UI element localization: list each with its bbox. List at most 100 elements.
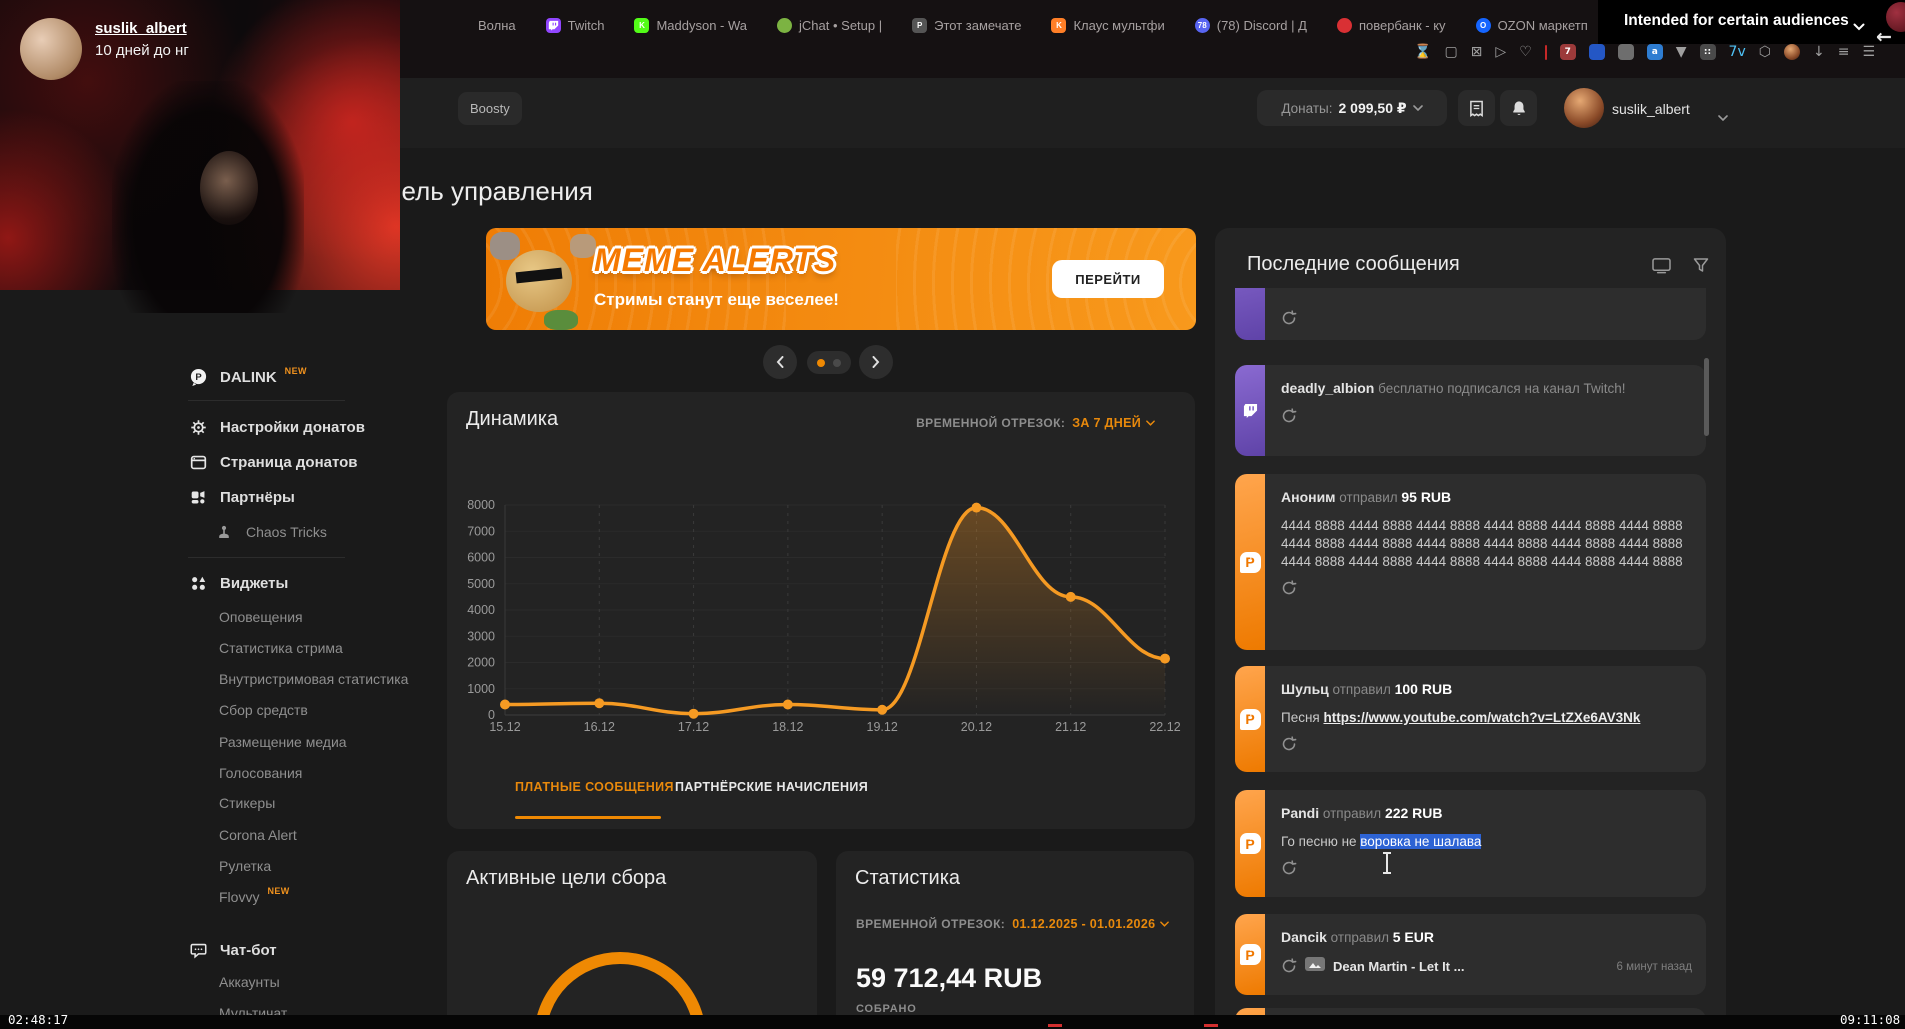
- sidebar-item-партнёры[interactable]: Партнёры: [188, 486, 295, 508]
- recorder-extension-icon[interactable]: ::: [1699, 44, 1716, 60]
- avatar[interactable]: [1564, 88, 1604, 128]
- meme-collage: [486, 228, 606, 330]
- donatepay-logo-icon: P!: [1239, 833, 1261, 854]
- donates-value: 2 099,50 ₽: [1338, 99, 1407, 116]
- period-label: ВРЕМЕННОЙ ОТРЕЗОК:: [916, 416, 1066, 430]
- sidebar-item-чат-бот[interactable]: Чат-бот: [188, 939, 277, 961]
- bookmark-favicon: [1336, 18, 1352, 33]
- sidebar-item-статистика-стрима[interactable]: Статистика стрима: [219, 637, 343, 659]
- notifications-button[interactable]: [1500, 90, 1537, 126]
- puzzle-icon[interactable]: ⬡: [1758, 44, 1771, 60]
- sidebar-item-label: Размещение медиа: [219, 734, 347, 750]
- privacy-shield-icon[interactable]: [1617, 44, 1634, 60]
- bookmark-клаус-мультфи[interactable]: K Клаус мультфи: [1051, 18, 1165, 33]
- downloads-icon[interactable]: ↓: [1812, 44, 1825, 60]
- sidebar-item-corona-alert[interactable]: Corona Alert: [219, 824, 297, 846]
- tune-icon[interactable]: ≡: [1837, 44, 1850, 60]
- stream-extension-icon[interactable]: 7v: [1728, 44, 1746, 60]
- refresh-icon[interactable]: [1281, 958, 1297, 974]
- carousel-next-button[interactable]: [859, 345, 893, 379]
- receipts-button[interactable]: [1458, 90, 1495, 126]
- svg-text:20.12: 20.12: [961, 720, 992, 734]
- message-media-row: Dean Martin - Let It ...: [1281, 956, 1690, 976]
- bookmark-jchat-setup[interactable]: jChat • Setup |: [777, 18, 882, 33]
- message-text: 4444 8888 4444 8888 4444 8888 4444 8888 …: [1281, 517, 1683, 569]
- sidebar-item-внутристримовая-статистика[interactable]: Внутристримовая статистика: [219, 668, 408, 690]
- period-value-dropdown[interactable]: 01.12.2025 - 01.01.2026: [1012, 917, 1170, 931]
- carousel-dot-active[interactable]: [817, 358, 825, 367]
- filter-icon[interactable]: [1693, 257, 1709, 278]
- bookmark-label: повербанк - ку: [1358, 18, 1446, 33]
- bookmark-78-discord-д[interactable]: 78 (78) Discord | Д: [1194, 18, 1307, 33]
- hourglass-icon[interactable]: ⌛: [1414, 44, 1432, 60]
- close-box-icon[interactable]: ⊠: [1470, 44, 1483, 60]
- translator-icon[interactable]: a: [1646, 44, 1663, 60]
- tab-partner-accruals[interactable]: ПАРТНЁРСКИЕ НАЧИСЛЕНИЯ: [675, 780, 869, 794]
- bookmark-повербанк-ку[interactable]: повербанк - ку: [1336, 18, 1446, 33]
- sidebar-item-dalink[interactable]: P DALINK NEW: [188, 366, 307, 388]
- carousel-dot[interactable]: [833, 358, 841, 367]
- sidebar-item-настройки-донатов[interactable]: Настройки донатов: [188, 416, 365, 438]
- message-amount: 5 EUR: [1392, 929, 1434, 945]
- bookmark-maddyson-wa[interactable]: K Maddyson - Wa: [634, 18, 747, 33]
- bookmark-twitch[interactable]: Twitch: [545, 18, 604, 33]
- bookmark-favicon: P: [912, 18, 928, 33]
- filter-extension-icon[interactable]: ▼: [1675, 44, 1687, 60]
- sidebar-item-виджеты[interactable]: Виджеты: [188, 572, 288, 594]
- collected-amount: 59 712,44 RUB: [856, 963, 1043, 993]
- sidebar-item-оповещения[interactable]: Оповещения: [219, 606, 303, 628]
- bookmark-этот-замечате[interactable]: P Этот замечате: [912, 18, 1021, 33]
- screenshot-frame-icon[interactable]: ▢: [1444, 44, 1458, 60]
- sidebar-item-flovvy[interactable]: Flovvy NEW: [219, 886, 290, 908]
- adblock-icon[interactable]: 7: [1559, 44, 1576, 60]
- svg-text:15.12: 15.12: [489, 720, 520, 734]
- message-card: P! 6 минут назад Dancik отправил 5 EUR Dean…: [1235, 914, 1706, 995]
- message-body: Pandi отправил 222 RUB Го песню не воровк…: [1281, 790, 1706, 891]
- header-username[interactable]: suslik_albert: [1612, 101, 1690, 117]
- play-icon[interactable]: ▷: [1495, 44, 1507, 60]
- chevron-down-icon[interactable]: [1853, 18, 1865, 36]
- recent-messages-panel: Последние сообщения deadly_albion беспла…: [1215, 228, 1726, 1029]
- meme-alerts-banner: MEME ALERTS Стримы станут еще веселее! П…: [486, 228, 1196, 330]
- back-arrow-icon[interactable]: ←: [1876, 26, 1892, 48]
- bookmark-label: Клаус мультфи: [1073, 18, 1165, 33]
- message-header: Dancik отправил 5 EUR: [1281, 929, 1434, 945]
- message-link[interactable]: https://www.youtube.com/watch?v=LtZXe6AV…: [1323, 709, 1641, 725]
- refresh-icon[interactable]: [1281, 580, 1297, 596]
- profile-avatar-icon[interactable]: [1783, 44, 1800, 60]
- sidebar-item-chaos-tricks[interactable]: Chaos Tricks: [214, 521, 327, 543]
- refresh-icon[interactable]: [1281, 860, 1297, 876]
- donates-dropdown[interactable]: Донаты: 2 099,50 ₽: [1257, 90, 1447, 126]
- carousel-prev-button[interactable]: [763, 345, 797, 379]
- menu-icon[interactable]: ☰: [1862, 44, 1875, 60]
- donatepay-logo-icon: P!: [1239, 944, 1261, 965]
- sidebar-item-размещение-медиа[interactable]: Размещение медиа: [219, 731, 347, 753]
- popout-monitor-icon[interactable]: [1652, 257, 1671, 279]
- bookmark-волна[interactable]: Волна: [478, 18, 516, 33]
- sidebar-item-голосования[interactable]: Голосования: [219, 762, 302, 784]
- dynamics-chart: 0 1000 2000 3000 4000 5000 6000 7000 8000 15.12 16…: [447, 478, 1195, 743]
- bookmark-ozon-маркетп[interactable]: O OZON маркетп: [1475, 18, 1588, 33]
- sidebar-item-страница-донатов[interactable]: Страница донатов: [188, 451, 358, 473]
- vpn-extension-icon[interactable]: [1588, 44, 1605, 60]
- sidebar-item-стикеры[interactable]: Стикеры: [219, 792, 275, 814]
- boosty-tab[interactable]: Boosty: [458, 92, 522, 125]
- refresh-icon[interactable]: [1281, 310, 1297, 326]
- sidebar-item-рулетка[interactable]: Рулетка: [219, 855, 271, 877]
- banner-go-button[interactable]: ПЕРЕЙТИ: [1052, 260, 1164, 298]
- sidebar-item-аккаунты[interactable]: Аккаунты: [219, 971, 280, 993]
- scrollbar-thumb[interactable]: [1704, 358, 1709, 436]
- heart-icon[interactable]: ♡: [1519, 44, 1532, 60]
- dalink-icon: P: [188, 368, 208, 387]
- tab-paid-messages[interactable]: ПЛАТНЫЕ СООБЩЕНИЯ: [515, 780, 674, 794]
- period-value-dropdown[interactable]: ЗА 7 ДНЕЙ: [1072, 416, 1155, 430]
- refresh-icon[interactable]: [1281, 736, 1297, 752]
- bookmark-favicon: K: [1051, 18, 1067, 33]
- streamer-username[interactable]: suslik_albert: [95, 20, 187, 37]
- chevron-down-icon[interactable]: [1718, 108, 1728, 126]
- twitch-source-bar: [1235, 288, 1265, 340]
- sidebar-item-сбор-средств[interactable]: Сбор средств: [219, 699, 308, 721]
- refresh-icon[interactable]: [1281, 407, 1297, 424]
- sidebar-item-label: DALINK: [220, 368, 277, 386]
